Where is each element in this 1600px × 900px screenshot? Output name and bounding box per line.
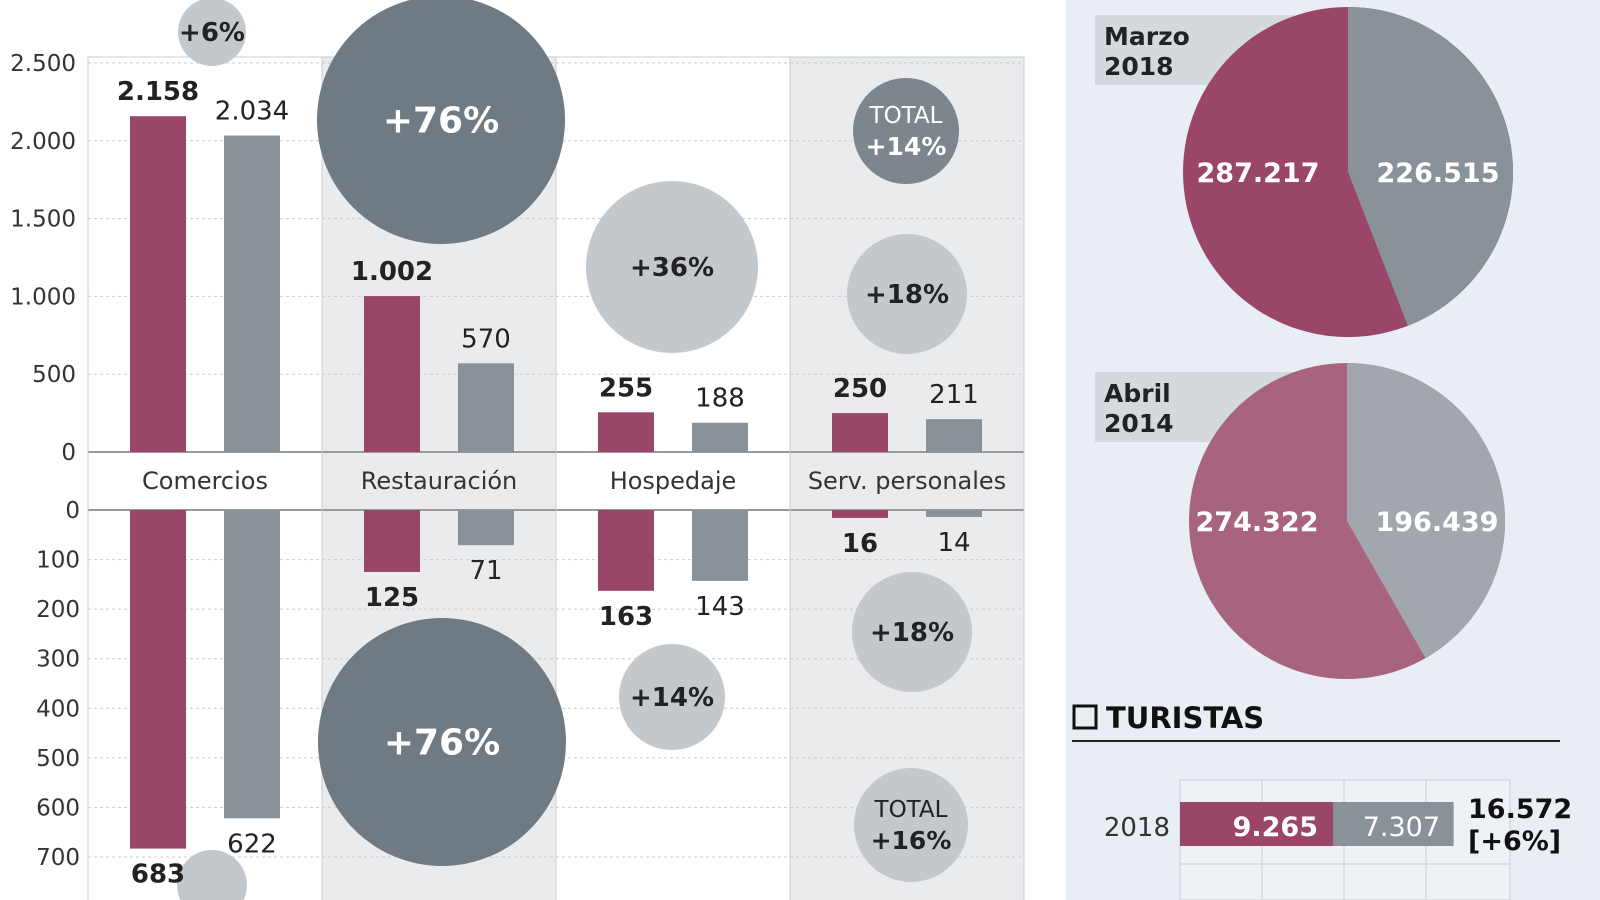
data-label: 570: [461, 324, 511, 354]
data-label: 125: [365, 583, 419, 613]
bar-bottom: [692, 510, 748, 581]
change-bubble: [586, 181, 758, 353]
data-label: 9.265: [1233, 812, 1318, 843]
data-label: 211: [929, 380, 979, 410]
bar-top: [926, 419, 982, 452]
y-tick-label: 1.500: [10, 207, 76, 233]
bubble-label: +6%: [179, 18, 245, 48]
y-tick-label: 200: [36, 597, 80, 623]
data-label: 250: [833, 374, 887, 404]
y-tick-label: 0: [61, 440, 76, 466]
data-label: 622: [227, 829, 277, 859]
bar-top: [130, 116, 186, 452]
data-label: 683: [131, 860, 185, 890]
bubble-label: +76%: [383, 101, 499, 142]
data-label: 2.034: [215, 97, 289, 127]
y-tick-label: 1.000: [10, 284, 76, 310]
bubble-label: +14%: [866, 132, 947, 161]
y-tick-label: 100: [36, 548, 80, 574]
change-bubble: [318, 618, 566, 866]
change-bubble: [619, 644, 725, 750]
bubble-label: +14%: [630, 683, 714, 713]
bar-bottom: [832, 510, 888, 518]
section-title: TURISTAS: [1106, 701, 1264, 735]
category-label: 2018: [1104, 813, 1170, 843]
y-tick-label: 700: [36, 845, 80, 871]
pie-label: 287.217: [1197, 158, 1320, 189]
data-label: 143: [695, 592, 745, 622]
change-bubble: [317, 0, 565, 244]
bar-top: [364, 296, 420, 452]
data-label: 1.002: [351, 257, 433, 287]
total-change-label: [+6%]: [1468, 826, 1561, 857]
data-label: 71: [469, 556, 502, 586]
bar-bottom: [364, 510, 420, 572]
bubble-label: TOTAL: [869, 103, 943, 129]
bubble-label: +18%: [865, 280, 949, 310]
data-label: 255: [599, 373, 653, 403]
change-bubble: [853, 78, 959, 184]
data-label: 163: [599, 602, 653, 632]
pie-title: 2018: [1104, 52, 1174, 81]
data-label: 16: [842, 529, 878, 559]
y-tick-label: 500: [32, 362, 76, 388]
bubble-label: TOTAL: [874, 797, 948, 823]
panel-shade: [790, 57, 1024, 900]
bar-top: [224, 135, 280, 453]
y-tick-label: 2.500: [10, 51, 76, 77]
pie-label: 226.515: [1377, 158, 1500, 189]
bar-bottom: [598, 510, 654, 591]
change-bubble: [177, 850, 247, 900]
hbar-gray: [1333, 802, 1454, 846]
bubble-label: +18%: [870, 618, 954, 648]
category-label: Serv. personales: [808, 467, 1006, 495]
change-bubble: [854, 768, 968, 882]
change-bubble: [178, 0, 246, 66]
y-tick-label: 600: [36, 795, 80, 821]
pie-title: 2014: [1104, 409, 1174, 438]
bar-top: [832, 413, 888, 452]
y-tick-label: 500: [36, 746, 80, 772]
bar-top: [598, 412, 654, 452]
pie-slice-gray: [1348, 7, 1513, 326]
data-label: 2.158: [117, 77, 199, 107]
bar-top: [458, 363, 514, 452]
category-label: Comercios: [142, 467, 268, 495]
bar-bottom: [130, 510, 186, 849]
hbar-magenta: [1180, 802, 1333, 846]
bubble-label: +36%: [630, 253, 714, 283]
pie-title: Marzo: [1104, 22, 1190, 51]
pie-title: Abril: [1104, 379, 1171, 408]
change-bubble: [852, 572, 972, 692]
pie-label: 196.439: [1376, 507, 1499, 538]
bar-bottom: [458, 510, 514, 546]
y-tick-label: 400: [36, 696, 80, 722]
bar-bottom: [926, 510, 982, 517]
bubble-label: +76%: [384, 723, 500, 764]
data-label: 188: [695, 384, 745, 414]
bar-top: [692, 422, 748, 452]
bubble-label: +16%: [871, 826, 952, 855]
data-label: 7.307: [1363, 812, 1440, 843]
y-tick-label: 2.000: [10, 129, 76, 155]
data-label: 14: [937, 528, 970, 558]
pie-label: 274.322: [1196, 507, 1319, 538]
checkbox-square-icon: [1072, 704, 1098, 730]
change-bubble: [847, 234, 967, 354]
y-tick-label: 300: [36, 647, 80, 673]
category-label: Hospedaje: [610, 467, 737, 495]
pie-slice-gray: [1347, 363, 1505, 659]
bar-bottom: [224, 510, 280, 819]
y-tick-label: 0: [65, 498, 80, 524]
total-label: 16.572: [1468, 794, 1572, 825]
category-label: Restauración: [361, 467, 518, 495]
